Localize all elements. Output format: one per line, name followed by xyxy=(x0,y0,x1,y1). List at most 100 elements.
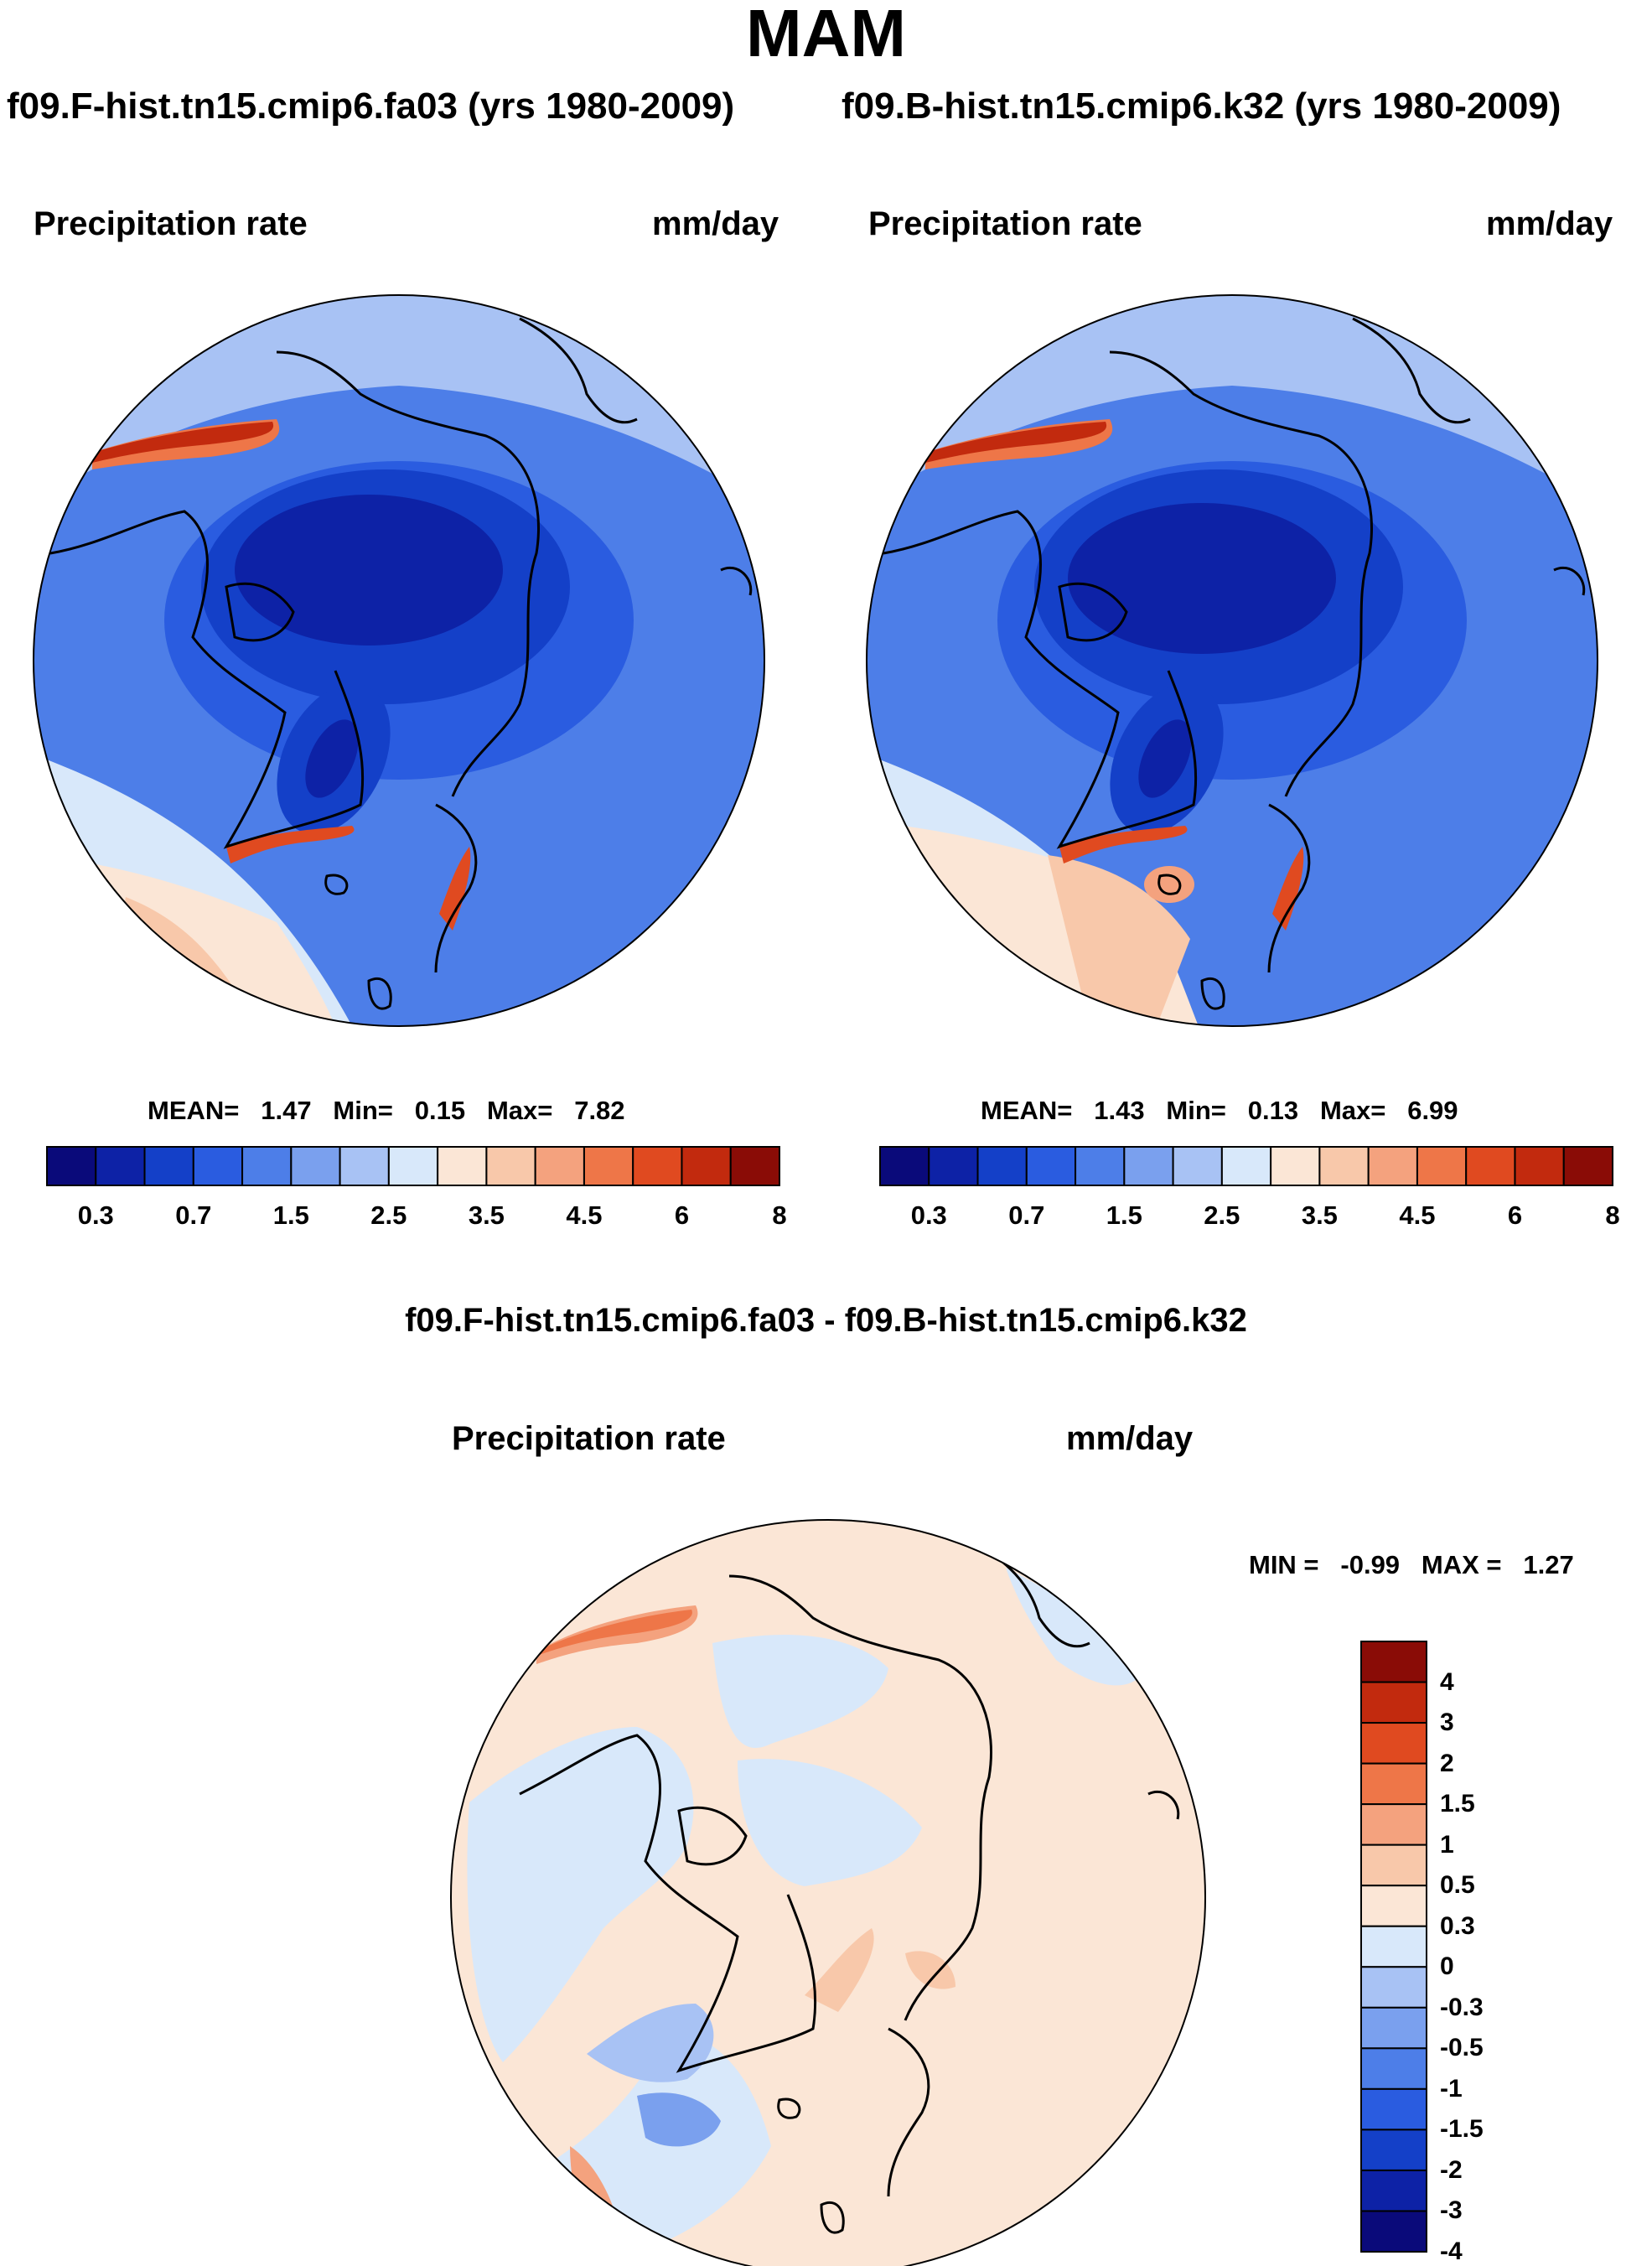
right-min-label: Min= xyxy=(1166,1096,1226,1125)
diff-colorbar-swatch xyxy=(1360,2047,1427,2090)
colorbar-swatch xyxy=(241,1146,293,1186)
diff-colorbar-tick-label: 0.3 xyxy=(1440,1911,1475,1940)
colorbar-swatch xyxy=(1367,1146,1418,1186)
diff-colorbar-swatch xyxy=(1360,2087,1427,2131)
left-min-value: 0.15 xyxy=(414,1096,466,1125)
left-case-title: f09.F-hist.tn15.cmip6.fa03 (yrs 1980-200… xyxy=(7,86,735,127)
right-units-label: mm/day xyxy=(1486,205,1613,242)
diff-colorbar-tick-label: 1.5 xyxy=(1440,1790,1475,1818)
diff-colorbar-tick-label: -1.5 xyxy=(1440,2115,1484,2144)
colorbar-swatch xyxy=(1562,1146,1614,1186)
colorbar-tick-label: 2.5 xyxy=(370,1200,407,1230)
colorbar-swatch xyxy=(387,1146,439,1186)
colorbar-swatch xyxy=(681,1146,732,1186)
colorbar-swatch xyxy=(729,1146,781,1186)
diff-max-label: MAX = xyxy=(1421,1550,1502,1579)
right-variable-label: Precipitation rate xyxy=(868,205,1142,242)
diff-colorbar-swatch xyxy=(1360,1722,1427,1765)
diff-colorbar-tick-label: 4 xyxy=(1440,1667,1454,1696)
diff-colorbar-swatch xyxy=(1360,2169,1427,2212)
colorbar-swatch xyxy=(143,1146,194,1186)
diff-min-label: MIN = xyxy=(1249,1550,1319,1579)
colorbar-swatch xyxy=(290,1146,341,1186)
colorbar-swatch xyxy=(1270,1146,1321,1186)
diff-variable-label: Precipitation rate xyxy=(452,1420,726,1457)
right-min-value: 0.13 xyxy=(1247,1096,1299,1125)
diff-colorbar-tick-label: -0.3 xyxy=(1440,1993,1484,2021)
left-stats-line: MEAN= 1.47 Min= 0.15 Max= 7.82 xyxy=(148,1096,625,1126)
colorbar-tick-label: 1.5 xyxy=(1106,1200,1142,1230)
colorbar-swatch xyxy=(1172,1146,1223,1186)
colorbar-swatch xyxy=(339,1146,390,1186)
diff-colorbar-tick-label: 2 xyxy=(1440,1749,1454,1777)
colorbar-swatch xyxy=(1416,1146,1468,1186)
colorbar-swatch xyxy=(437,1146,488,1186)
right-max-value: 6.99 xyxy=(1407,1096,1458,1125)
colorbar-tick-label: 8 xyxy=(1605,1200,1620,1230)
diff-colorbar-swatch xyxy=(1360,1966,1427,2009)
colorbar-swatch xyxy=(928,1146,979,1186)
colorbar-swatch xyxy=(95,1146,146,1186)
right-mean-label: MEAN= xyxy=(981,1096,1073,1125)
left-variable-label: Precipitation rate xyxy=(34,205,308,242)
right-case-title: f09.B-hist.tn15.cmip6.k32 (yrs 1980-2009… xyxy=(842,86,1561,127)
left-units-label: mm/day xyxy=(652,205,779,242)
left-max-label: Max= xyxy=(486,1096,553,1125)
colorbar-swatch xyxy=(583,1146,634,1186)
colorbar-tick-label: 3.5 xyxy=(1301,1200,1338,1230)
left-max-value: 7.82 xyxy=(574,1096,625,1125)
diff-colorbar-swatch xyxy=(1360,1885,1427,1927)
diff-min-value: -0.99 xyxy=(1340,1550,1401,1579)
diff-colorbar-tick-label: 1 xyxy=(1440,1830,1454,1859)
colorbar-tick-label: 0.3 xyxy=(77,1200,114,1230)
colorbar-swatch xyxy=(976,1146,1028,1186)
colorbar-tick-label: 6 xyxy=(674,1200,690,1230)
diff-colorbar-swatch xyxy=(1360,1803,1427,1846)
colorbar-tick-label: 2.5 xyxy=(1204,1200,1240,1230)
diff-max-value: 1.27 xyxy=(1523,1550,1574,1579)
diff-colorbar-swatch xyxy=(1360,1925,1427,1968)
colorbar-tick-label: 8 xyxy=(772,1200,787,1230)
right-colorbar xyxy=(879,1146,1614,1186)
diff-colorbar-swatch xyxy=(1360,2006,1427,2050)
left-min-label: Min= xyxy=(333,1096,393,1125)
diff-colorbar-swatch xyxy=(1360,2210,1427,2253)
colorbar-tick-label: 1.5 xyxy=(272,1200,309,1230)
diff-colorbar-swatch xyxy=(1360,1843,1427,1887)
colorbar-tick-label: 4.5 xyxy=(566,1200,603,1230)
colorbar-tick-label: 0.3 xyxy=(910,1200,947,1230)
colorbar-tick-label: 3.5 xyxy=(468,1200,505,1230)
diff-colorbar-swatch xyxy=(1360,1762,1427,1806)
diff-colorbar-tick-label: -0.5 xyxy=(1440,2034,1484,2062)
diff-colorbar-swatch xyxy=(1360,2129,1427,2171)
right-max-label: Max= xyxy=(1319,1096,1386,1125)
diff-colorbar-swatch xyxy=(1360,1681,1427,1724)
diff-colorbar-swatch xyxy=(1360,1641,1427,1683)
diff-colorbar-tick-label: -4 xyxy=(1440,2237,1463,2265)
left-colorbar xyxy=(46,1146,781,1186)
diff-units-label: mm/day xyxy=(1066,1420,1194,1457)
diff-colorbar-tick-label: 0 xyxy=(1440,1952,1454,1981)
left-mean-value: 1.47 xyxy=(261,1096,312,1125)
diff-title: f09.F-hist.tn15.cmip6.fa03 - f09.B-hist.… xyxy=(405,1302,1247,1339)
right-stats-line: MEAN= 1.43 Min= 0.13 Max= 6.99 xyxy=(981,1096,1458,1126)
left-mean-label: MEAN= xyxy=(148,1096,240,1125)
diff-colorbar-tick-label: -2 xyxy=(1440,2155,1463,2184)
page-title: MAM xyxy=(745,0,907,70)
colorbar-tick-label: 0.7 xyxy=(175,1200,212,1230)
colorbar-tick-label: 4.5 xyxy=(1399,1200,1436,1230)
diff-colorbar-tick-label: 3 xyxy=(1440,1709,1454,1737)
colorbar-swatch xyxy=(632,1146,683,1186)
colorbar-tick-label: 6 xyxy=(1507,1200,1523,1230)
right-mean-value: 1.43 xyxy=(1094,1096,1145,1125)
diff-minmax-line: MIN = -0.99 MAX = 1.27 xyxy=(1249,1550,1574,1580)
colorbar-swatch xyxy=(534,1146,585,1186)
colorbar-swatch xyxy=(1465,1146,1516,1186)
diff-colorbar-tick-label: -1 xyxy=(1440,2074,1463,2103)
diff-colorbar-tick-label: 0.5 xyxy=(1440,1871,1475,1900)
colorbar-swatch xyxy=(1075,1146,1126,1186)
diff-colorbar-tick-label: -3 xyxy=(1440,2196,1463,2225)
